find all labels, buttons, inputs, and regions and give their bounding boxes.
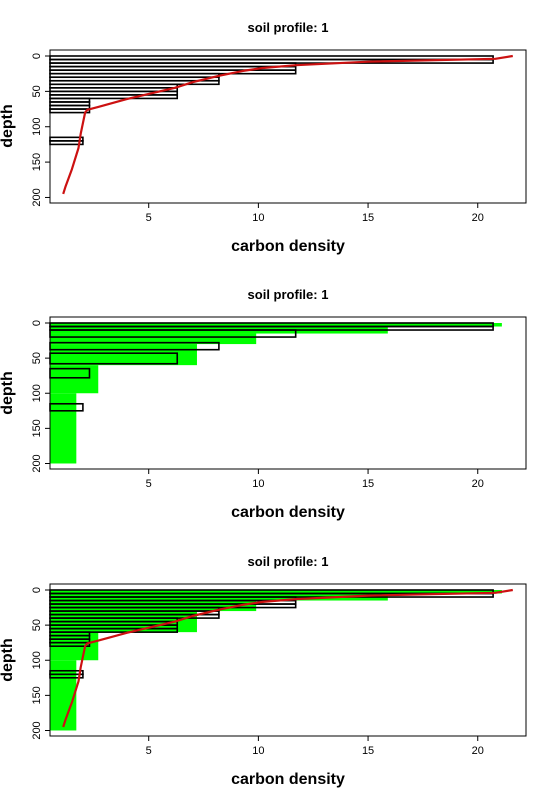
chart-title-1: soil profile: 1 [248, 20, 329, 35]
y-axis-label-1: depth [0, 104, 16, 148]
y-tick-label-1-150: 150 [31, 153, 43, 171]
y-tick-label-2-150: 150 [31, 419, 43, 437]
x-tick-label-2-20: 20 [472, 478, 484, 490]
x-tick-label-1-10: 10 [252, 212, 264, 224]
x-tick-label-1-15: 15 [362, 212, 374, 224]
fill-bar-2-3 [50, 344, 197, 365]
x-tick-label-2-10: 10 [252, 478, 264, 490]
x-tick-label-3-15: 15 [362, 745, 374, 757]
x-axis-label-1: carbon density [231, 238, 345, 255]
x-tick-label-1-20: 20 [472, 212, 484, 224]
x-tick-label-3-10: 10 [252, 745, 264, 757]
x-axis-label-2: carbon density [231, 504, 345, 521]
y-tick-label-3-100: 100 [31, 651, 43, 669]
y-tick-label-1-0: 0 [31, 53, 43, 59]
chart-title-3: soil profile: 1 [248, 554, 329, 569]
x-tick-label-2-5: 5 [146, 478, 152, 490]
y-tick-label-1-200: 200 [31, 188, 43, 206]
y-tick-label-2-100: 100 [31, 384, 43, 402]
x-tick-label-3-20: 20 [472, 745, 484, 757]
y-tick-label-1-100: 100 [31, 118, 43, 136]
y-tick-label-2-200: 200 [31, 454, 43, 472]
x-tick-label-1-5: 5 [146, 212, 152, 224]
y-tick-label-2-50: 50 [31, 352, 43, 364]
y-axis-label-2: depth [0, 371, 16, 415]
y-tick-label-2-0: 0 [31, 320, 43, 326]
y-tick-label-3-150: 150 [31, 686, 43, 704]
x-tick-label-2-15: 15 [362, 478, 374, 490]
y-tick-label-3-200: 200 [31, 721, 43, 739]
y-tick-label-3-0: 0 [31, 587, 43, 593]
y-tick-label-3-50: 50 [31, 619, 43, 631]
y-axis-label-3: depth [0, 638, 16, 682]
y-tick-label-1-50: 50 [31, 85, 43, 97]
chart-title-2: soil profile: 1 [248, 287, 329, 302]
x-axis-label-3: carbon density [231, 771, 345, 788]
x-tick-label-3-5: 5 [146, 745, 152, 757]
